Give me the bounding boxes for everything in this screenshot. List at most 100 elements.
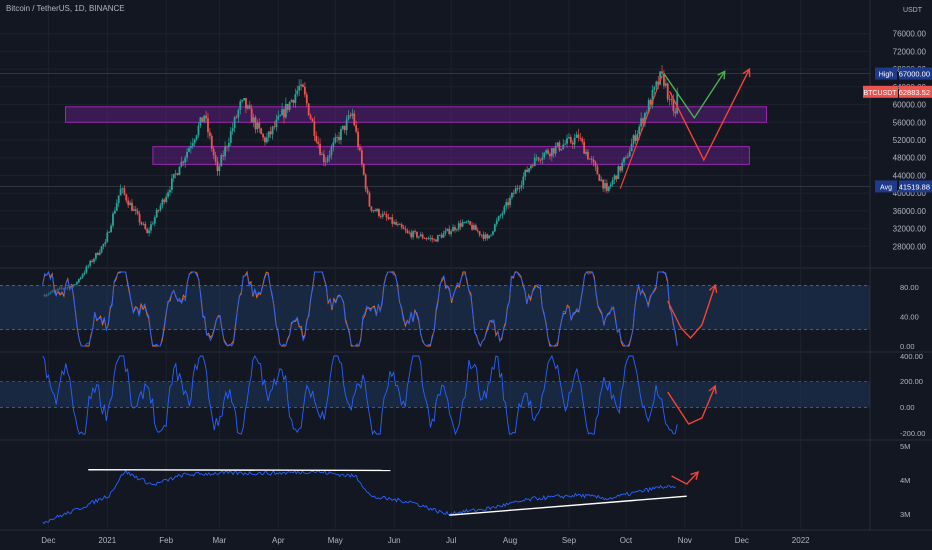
candle-body	[153, 217, 156, 224]
candle-body	[630, 143, 633, 152]
candle-body	[258, 122, 261, 129]
candle-body	[461, 222, 464, 227]
candle-body	[664, 83, 667, 86]
candle-body	[317, 141, 320, 144]
candle-body	[625, 157, 627, 159]
candle-body	[328, 155, 331, 158]
candle-body	[501, 213, 504, 216]
candle-body	[151, 223, 154, 225]
last-symbol-bg	[863, 85, 898, 98]
candle-body	[416, 231, 418, 238]
time-axis-label: Feb	[159, 536, 173, 545]
price-axis-label: 36000.00	[893, 207, 927, 216]
candle-body	[324, 161, 327, 163]
candle-body	[300, 84, 302, 87]
candle-body	[379, 216, 382, 217]
candle-body	[607, 186, 610, 191]
price-axis-label: 32000.00	[893, 225, 927, 234]
candle-body	[260, 128, 263, 135]
candle-body	[596, 166, 599, 175]
candle-body	[653, 86, 656, 90]
price-axis-label: 56000.00	[893, 118, 927, 127]
candle-body	[522, 176, 525, 185]
candle-body	[144, 223, 147, 229]
candle-body	[290, 100, 293, 103]
candle-body	[125, 194, 128, 201]
candle-body	[341, 125, 344, 130]
candle-body	[281, 109, 283, 116]
price-axis-label: 72000.00	[893, 47, 927, 56]
candle-body	[222, 155, 225, 157]
candle-body	[393, 222, 396, 224]
candle-body	[264, 137, 266, 143]
candle-body	[231, 128, 234, 132]
candle-body	[569, 137, 572, 143]
candle-body	[581, 138, 584, 142]
candle-body	[543, 152, 546, 158]
candle-body	[75, 282, 78, 285]
candle-body	[621, 162, 624, 171]
candle-body	[214, 155, 217, 162]
candle-body	[531, 165, 534, 167]
arrow-head	[717, 70, 726, 80]
candle-body	[121, 188, 124, 190]
candle-body	[467, 221, 470, 222]
symbol-title: Bitcoin / TetherUS, 1D, BINANCE	[6, 4, 125, 13]
candle-body	[298, 86, 301, 91]
time-axis-label: Apr	[272, 536, 285, 545]
candle-body	[227, 142, 230, 148]
candle-body	[636, 134, 639, 142]
obv-axis-label: 4M	[900, 476, 910, 485]
candle-body	[617, 166, 620, 180]
obv-axis-label: 3M	[900, 510, 910, 519]
exchange-label: BINANCE	[89, 4, 125, 13]
candle-body	[511, 192, 513, 198]
candle-body	[248, 105, 251, 109]
candle-body	[283, 109, 285, 118]
candle-body	[503, 206, 506, 214]
stoch-k-line	[42, 270, 678, 347]
candle-body	[195, 135, 198, 140]
candle-body	[556, 142, 559, 147]
candle-body	[427, 238, 430, 239]
candle-body	[431, 237, 434, 240]
interval-label: 1D	[74, 4, 85, 13]
candle-body	[277, 115, 280, 120]
candle-body	[571, 142, 574, 145]
candle-body	[307, 103, 310, 116]
candle-body	[351, 113, 354, 116]
candle-body	[136, 211, 139, 214]
candle-body	[262, 134, 264, 138]
candle-body	[588, 158, 591, 160]
candle-body	[647, 100, 650, 113]
candle-body	[389, 217, 392, 220]
candle-body	[404, 228, 407, 231]
arrow-head	[690, 470, 700, 480]
candle-body	[273, 126, 276, 128]
candle-body	[585, 151, 587, 154]
candle-body	[642, 118, 644, 124]
projection-line	[668, 68, 751, 162]
candle-body	[83, 272, 86, 275]
price-tag-value-bg	[899, 180, 932, 193]
candle-body	[406, 230, 409, 233]
cci-pane	[0, 354, 870, 436]
candle-body	[408, 232, 411, 234]
candle-body	[490, 234, 492, 236]
candle-body	[288, 102, 291, 110]
price-axis-label: 48000.00	[893, 154, 927, 163]
candle-body	[391, 217, 394, 224]
candle-body	[140, 222, 143, 225]
candle-body	[271, 126, 274, 135]
candle-body	[465, 221, 468, 223]
candle-body	[476, 230, 479, 232]
time-axis-label: Oct	[620, 536, 633, 545]
price-tag-bg	[875, 67, 897, 80]
candle-body	[131, 202, 133, 211]
candle-body	[611, 180, 614, 185]
candle-body	[566, 138, 568, 144]
candle-body	[279, 115, 282, 117]
obv-axis-label: 5M	[900, 442, 910, 451]
candle-body	[353, 113, 356, 126]
candle-body	[651, 89, 654, 105]
